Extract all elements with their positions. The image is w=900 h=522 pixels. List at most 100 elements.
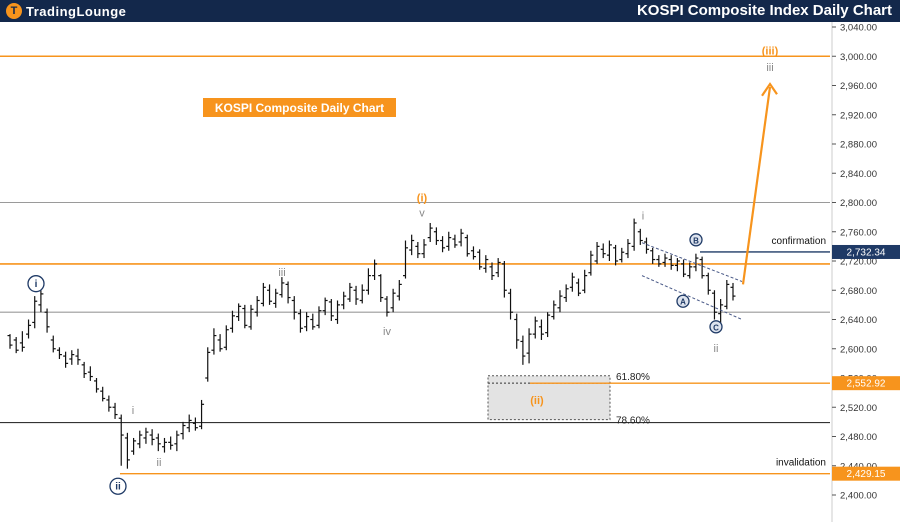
price-tag: 2,552.92	[832, 376, 900, 391]
price-tags: 2,732.34 confirmation 2,552.92 2,429.15 inva…	[772, 236, 900, 481]
wave-label: ii	[109, 477, 127, 495]
ohlc-bar	[384, 296, 390, 317]
axis-tick-label: 2,880.00	[840, 140, 877, 151]
ohlc-bar	[693, 253, 699, 272]
ohlc-bar	[501, 261, 507, 298]
wave-text: i	[132, 405, 134, 417]
ohlc-bar	[328, 299, 334, 321]
channel-lower	[641, 275, 743, 320]
wave-text: ii	[157, 457, 162, 469]
ohlc-bar	[396, 280, 402, 301]
ohlc-bar	[415, 241, 421, 259]
wave-label: iii	[766, 62, 773, 74]
wave-text: A	[680, 298, 686, 307]
ohlc-bar	[650, 247, 656, 264]
wave-text: i	[642, 211, 644, 223]
ohlc-bar	[87, 366, 93, 381]
ohlc-bar	[699, 256, 705, 279]
ohlc-bar	[106, 395, 112, 412]
wave-label: A	[676, 294, 690, 308]
price-tag-label: 2,732.34	[847, 247, 886, 258]
wave-label: B	[689, 233, 703, 247]
ohlc-bar	[551, 300, 557, 320]
price-tag: 2,429.15 invalidation	[776, 458, 900, 481]
ohlc-bar	[508, 288, 514, 320]
axis-tick-label: 2,640.00	[840, 315, 877, 326]
ohlc-bar	[440, 236, 446, 253]
wave-text: (ii)	[530, 395, 544, 407]
wave-label: v	[419, 208, 425, 220]
ohlc-bar	[267, 284, 273, 305]
wave-circle	[109, 477, 127, 495]
ohlc-bar	[662, 253, 668, 267]
axis-tick-label: 2,680.00	[840, 286, 877, 297]
price-tag: 2,732.34 confirmation	[772, 236, 900, 259]
header-bar: T TradingLounge KOSPI Composite Index Da…	[0, 0, 900, 22]
ohlc-bar	[421, 239, 427, 259]
ohlc-bar	[310, 313, 316, 330]
ohlc-bar	[100, 386, 106, 402]
wave-text: iii	[766, 62, 773, 74]
price-tag-caption: invalidation	[776, 458, 826, 469]
ohlc-bar	[674, 258, 680, 272]
ohlc-bar	[205, 347, 211, 382]
ohlc-bar	[545, 312, 551, 338]
ohlc-bar	[38, 290, 44, 313]
ohlc-bar	[13, 337, 19, 354]
channel-upper	[641, 242, 743, 282]
ohlc-bar	[458, 228, 464, 247]
ohlc-bar	[520, 335, 526, 365]
ohlc-bar	[594, 241, 600, 264]
ohlc-bar	[341, 291, 347, 310]
wave-circle	[27, 275, 45, 293]
axis-tick-label: 2,960.00	[840, 81, 877, 92]
ohlc-bar	[316, 306, 322, 329]
ohlc-bar	[199, 399, 205, 430]
axis-tick-label: 2,920.00	[840, 110, 877, 121]
price-tag-label: 2,552.92	[847, 379, 886, 390]
price-axis: 2,400.002,440.002,480.002,520.002,560.00…	[831, 22, 900, 522]
ohlc-bar	[137, 430, 143, 449]
fib-zone-box	[487, 375, 611, 421]
fibonacci-zone: 61.80% 78.60%	[120, 251, 830, 475]
wave-label: C	[709, 320, 723, 334]
ohlc-bar	[378, 274, 384, 302]
axis-tick-label: 2,720.00	[840, 257, 877, 268]
ohlc-bar	[619, 247, 625, 263]
price-tag-box	[832, 466, 900, 481]
ohlc-bar	[359, 284, 365, 304]
ohlc-bar	[44, 308, 50, 333]
ohlc-bar	[26, 319, 32, 339]
horizontal-levels	[0, 55, 830, 424]
ohlc-bar	[56, 347, 62, 359]
ohlc-bar	[118, 414, 124, 466]
ohlc-bar	[687, 262, 693, 279]
ohlc-bar	[730, 282, 736, 301]
ohlc-bar	[168, 436, 174, 450]
chart-title-bg	[203, 98, 396, 117]
ohlc-bar	[576, 278, 582, 297]
ohlc-bar	[606, 240, 612, 261]
axis-tick-label: 2,760.00	[840, 227, 877, 238]
ohlc-bar	[470, 246, 476, 260]
ohlc-bar	[477, 249, 483, 270]
ohlc-bar	[174, 430, 180, 452]
price-tag-box	[832, 376, 900, 391]
wave-label: iii	[278, 267, 285, 279]
ohlc-bar	[112, 402, 118, 419]
ohlc-bar	[69, 350, 75, 365]
ohlc-bar	[149, 429, 155, 446]
axis-tick-label: 2,520.00	[840, 403, 877, 414]
ohlc-bar	[446, 231, 452, 251]
ohlc-bar	[248, 304, 254, 330]
ohlc-bar	[322, 297, 328, 316]
wave-label: (i)	[417, 192, 428, 204]
axis-tick-label: 2,600.00	[840, 344, 877, 355]
ohlc-bar	[192, 417, 198, 431]
wave-text: (iii)	[762, 45, 779, 57]
ohlc-bar	[668, 255, 674, 270]
wave-circle	[709, 320, 723, 334]
ohlc-bar	[63, 351, 69, 368]
wave-label: ii	[157, 457, 162, 469]
corrective-channel	[641, 82, 778, 320]
